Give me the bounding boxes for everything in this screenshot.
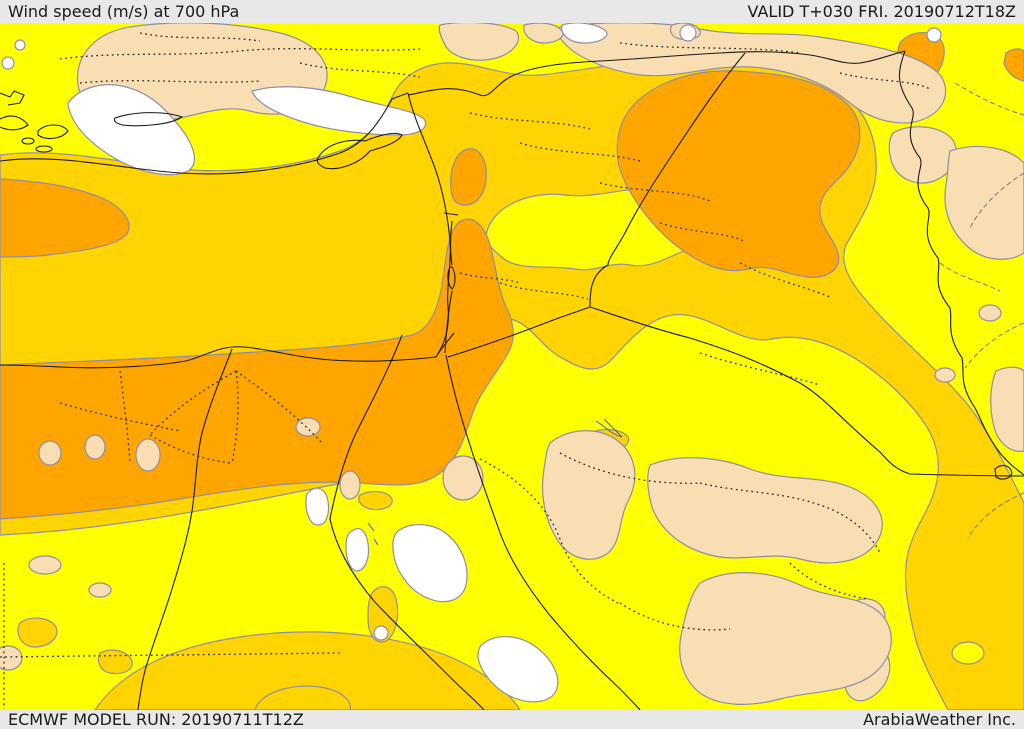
admin-boundaries-dotted (0, 33, 930, 709)
river-lines (368, 419, 622, 545)
admin-boundaries-dashed (940, 83, 1024, 538)
valid-time-label: VALID T+030 FRI. 20190712T18Z (747, 2, 1016, 21)
map-canvas (0, 23, 1024, 710)
map-title: Wind speed (m/s) at 700 hPa (8, 2, 240, 21)
model-run-label: ECMWF MODEL RUN: 20190711T12Z (8, 710, 304, 729)
wind-speed-map-svg (0, 23, 1024, 710)
wind-band-white-layer (2, 23, 941, 702)
country-borders (0, 51, 1024, 710)
footer-bar: ECMWF MODEL RUN: 20190711T12Z ArabiaWeat… (0, 710, 1024, 729)
header-bar: Wind speed (m/s) at 700 hPa VALID T+030 … (0, 0, 1024, 23)
brand-label: ArabiaWeather Inc. (863, 710, 1016, 729)
